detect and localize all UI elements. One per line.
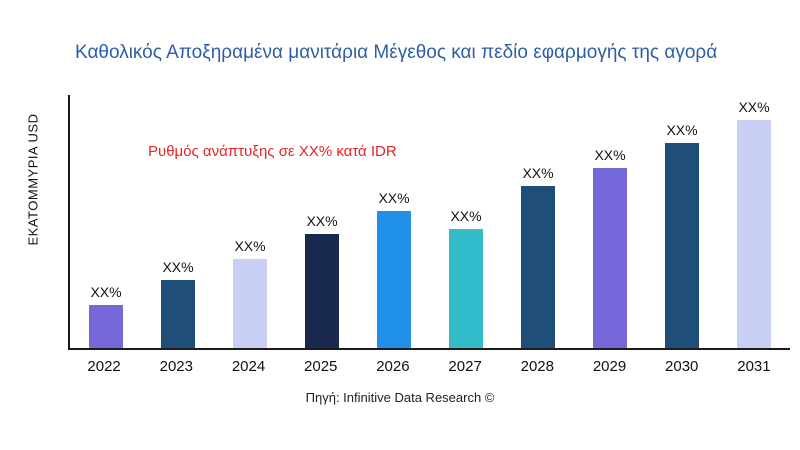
bar-2026[interactable] <box>377 211 411 348</box>
bar-2031[interactable] <box>737 120 771 348</box>
ticks-row: 2022 2023 2024 2025 2026 2027 2028 2029 2030 2031 <box>68 358 790 375</box>
bar-group-2027: XX% <box>430 95 502 348</box>
bar-value-label: XX% <box>450 208 482 225</box>
bar-2029[interactable] <box>593 168 627 348</box>
bar-group-2026: XX% <box>358 95 430 348</box>
bar-2023[interactable] <box>161 279 195 348</box>
bar-group-2025: XX% <box>286 95 358 348</box>
bar-value-label: XX% <box>162 258 194 275</box>
source-attribution: Πηγή: Infinitive Data Research © <box>305 390 495 405</box>
x-tick-label-2024: 2024 <box>231 358 266 375</box>
x-tick-label-2026: 2026 <box>376 358 410 375</box>
bar-group-2024: XX% <box>214 95 286 348</box>
x-tick-label-2022: 2022 <box>87 358 121 375</box>
bar-group-2023: XX% <box>142 95 214 348</box>
x-tick-label-2027: 2027 <box>448 358 482 375</box>
bar-group-2022: XX% <box>70 95 142 348</box>
x-tick-label-2028: 2028 <box>520 358 554 375</box>
x-tick-label-2030: 2030 <box>665 358 699 375</box>
bar-group-2029: XX% <box>574 95 646 348</box>
bar-group-2031: XX% <box>718 95 790 348</box>
x-tick-label-2025: 2025 <box>304 358 338 375</box>
bar-value-label: XX% <box>234 238 266 255</box>
x-tick-label-2031: 2031 <box>737 358 771 375</box>
bar-group-2028: XX% <box>502 95 574 348</box>
bar-value-label: XX% <box>666 122 698 139</box>
bar-group-2030: XX% <box>646 95 718 348</box>
bar-value-label: XX% <box>378 190 410 207</box>
chart-title: Καθολικός Αποξηραμένα μανιτάρια Μέγεθος … <box>75 42 718 63</box>
x-tick-label-2029: 2029 <box>592 358 627 375</box>
bar-value-label: XX% <box>90 284 122 300</box>
x-tick-label-2023: 2023 <box>159 358 193 375</box>
bar-2027[interactable] <box>449 229 483 348</box>
y-axis-label: ΕΚΑΤΟΜΜΥΡΙΑ USD <box>25 113 41 246</box>
bar-value-label: XX% <box>594 147 626 164</box>
bar-2022[interactable] <box>89 305 123 348</box>
growth-rate-annotation: Ρυθμός ανάπτυξης σε XX% κατά IDR <box>148 143 397 160</box>
bar-2028[interactable] <box>521 186 555 348</box>
bar-2030[interactable] <box>665 143 699 348</box>
bar-value-label: XX% <box>522 165 554 182</box>
bar-2025[interactable] <box>305 234 339 348</box>
bar-2024[interactable] <box>233 259 267 348</box>
bars-row: XX% XX% XX% XX% XX% XX% XX% XX% XX% XX% <box>68 95 790 350</box>
bar-value-label: XX% <box>306 213 338 230</box>
plot-area: Ρυθμός ανάπτυξης σε XX% κατά IDR XX% XX% X… <box>68 95 790 375</box>
bar-value-label: XX% <box>738 99 770 116</box>
